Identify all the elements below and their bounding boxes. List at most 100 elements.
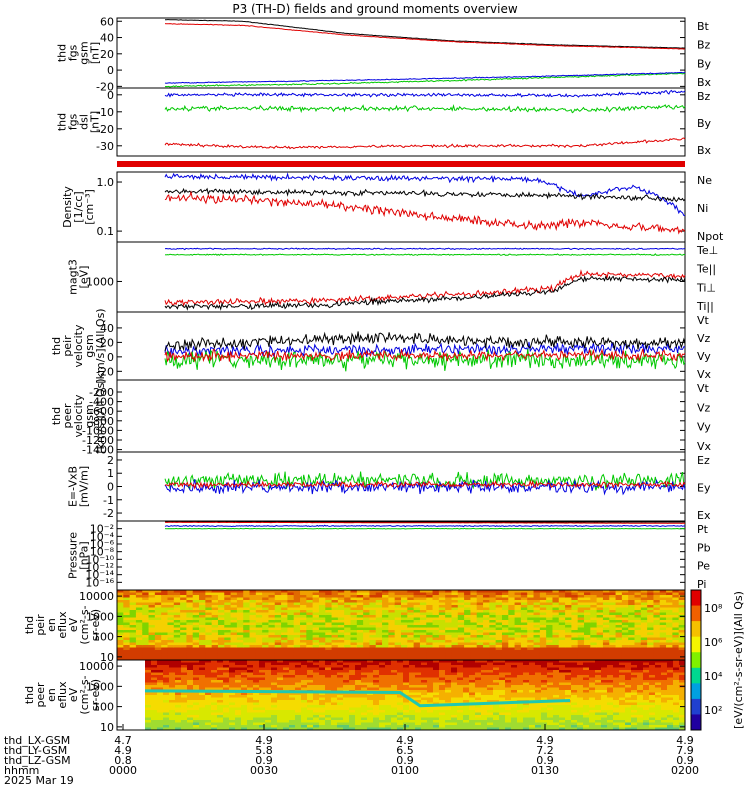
spectrogram-cell [281,602,288,606]
spectrogram-cell [565,667,572,671]
spectrogram-cell [464,625,472,629]
spectrogram-cell [451,610,459,614]
spectrogram-cell [571,715,578,719]
spectrogram-cell [609,592,617,596]
spectrogram-cell [595,727,602,730]
spectrogram-cell [533,637,541,641]
spectrogram-cell [230,655,238,659]
spectrogram-cell [558,632,566,636]
spectrogram-cell [167,630,175,634]
spectrogram-cell [151,717,158,721]
ylabel-line: eflux [56,611,69,639]
spectrogram-cell [344,655,352,659]
spectrogram-cell [577,675,584,679]
spectrogram-cell [394,637,402,641]
spectrogram-cell [559,687,566,691]
spectrogram-cell [135,630,143,634]
spectrogram-cell [463,705,470,709]
spectrogram-cell [217,637,225,641]
spectrogram-cell [475,697,482,701]
spectrogram-cell [438,590,446,594]
spectrogram-cell [265,720,272,724]
spectrogram-cell [287,620,295,624]
spectrogram-cell [293,652,301,656]
spectrogram-cell [287,627,295,631]
spectrogram-cell [529,697,536,701]
spectrogram-cell [259,665,266,669]
spectrogram-cell [584,615,591,619]
spectrogram-cell [505,720,512,724]
spectrogram-cell [415,692,422,696]
spectrogram-cell [634,607,642,611]
spectrogram-cell [602,595,610,599]
spectrogram-cell [439,677,446,681]
spectrogram-cell [350,652,358,656]
spectrogram-cell [281,642,288,646]
spectrogram-cell [350,620,358,624]
spectrogram-cell [527,647,535,651]
spectrogram-cell [135,602,143,606]
spectrogram-cell [274,607,282,611]
spectrogram-cell [211,677,218,681]
spectrogram-cell [571,682,578,686]
spectrogram-cell [619,720,626,724]
spectrogram-cell [409,667,416,671]
spectrogram-cell [469,727,476,730]
spectrogram-cell [647,625,655,629]
spectrogram-cell [476,620,484,624]
spectrogram-cell [640,640,648,644]
spectrogram-cell [407,652,415,656]
spectrogram-cell [558,625,566,629]
spectrogram-cell [584,610,591,614]
spectrogram-cell [439,672,446,676]
spectrogram-cell [337,640,345,644]
spectrogram-cell [653,657,661,660]
spectrogram-cell [301,665,308,669]
spectrogram-cell [163,682,170,686]
spectrogram-cell [186,610,194,614]
spectrogram-cell [361,687,368,691]
spectrogram-cell [148,600,156,604]
spectrogram-cell [313,670,320,674]
spectrogram-cell [539,592,547,596]
spectrogram-cell [634,635,642,639]
spectrogram-cell [192,607,200,611]
legend-entry: Vz [697,332,711,345]
spectrogram-cell [628,650,636,654]
spectrogram-cell [375,637,383,641]
spectrogram-cell [247,695,254,699]
spectrogram-cell [476,642,484,646]
spectrogram-cell [262,642,270,646]
spectrogram-cell [161,592,169,596]
spectrogram-cell [289,722,296,726]
spectrogram-cell [369,642,377,646]
spectrogram-cell [628,640,636,644]
spectrogram-cell [634,615,642,619]
spectrogram-cell [601,705,608,709]
spectrogram-cell [511,702,518,706]
spectrogram-cell [481,680,488,684]
spectrogram-cell [318,592,326,596]
spectrogram-cell [199,697,206,701]
spectrogram-cell [274,615,282,619]
spectrogram-cell [388,620,396,624]
spectrogram-cell [666,647,673,651]
spectrogram-cell [457,692,464,696]
spectrogram-cell [487,682,494,686]
spectrogram-cell [373,695,380,699]
spectrogram-cell [659,607,667,611]
spectrogram-cell [595,667,602,671]
spectrogram-cell [403,717,410,721]
ylabel-line: [km/s](All Qs) [94,378,107,453]
spectrogram-cell [319,695,326,699]
spectrogram-cell [596,650,604,654]
spectrogram-cell [173,650,181,654]
spectrogram-cell [535,712,542,716]
spectrogram-cell [659,592,667,596]
spectrogram-cell [236,635,244,639]
spectrogram-cell [343,710,350,714]
spectrogram-cell [619,680,626,684]
spectrogram-cell [571,590,579,594]
spectrogram-cell [438,600,446,604]
spectrogram-cell [609,602,617,606]
